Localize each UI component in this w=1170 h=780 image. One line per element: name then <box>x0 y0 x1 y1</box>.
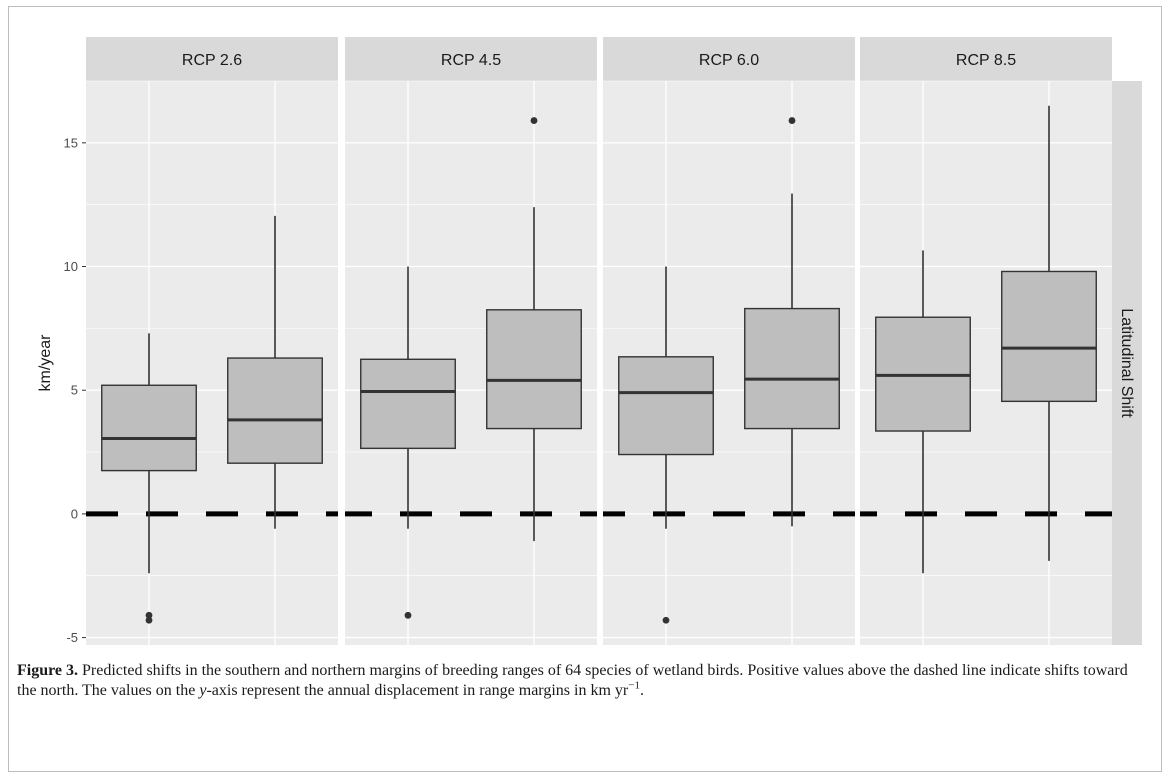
x-tick-label: Southern margin <box>101 653 197 655</box>
y-tick-label: 10 <box>64 259 78 274</box>
box-iqr <box>486 309 582 430</box>
row-strip <box>1112 81 1142 645</box>
figure-caption: Figure 3. Predicted shifts in the southe… <box>17 661 1147 701</box>
facet-strip-label: RCP 6.0 <box>699 52 759 69</box>
x-tick-label: Northern margin <box>487 653 581 655</box>
box-iqr <box>360 358 456 450</box>
facet-strip <box>345 37 597 81</box>
outlier-point <box>662 616 670 624</box>
y-tick-label: -5 <box>66 630 78 645</box>
outlier-point <box>788 117 796 124</box>
outlier-point <box>530 117 538 124</box>
y-tick-label: 5 <box>71 383 78 398</box>
box-iqr <box>744 307 840 430</box>
caption-text: Predicted shifts in the southern and nor… <box>17 662 1128 699</box>
caption-y-axis-word: y <box>199 682 207 699</box>
facet-strip-label: RCP 2.6 <box>182 52 242 69</box>
outlier-point <box>145 616 153 624</box>
x-tick-label: Northern margin <box>745 653 839 655</box>
facet-strip <box>603 37 855 81</box>
caption-unit-superscript: −1 <box>628 679 640 692</box>
facet-strip-label: RCP 4.5 <box>441 52 501 69</box>
facet-strip <box>86 37 338 81</box>
box-iqr <box>227 357 323 464</box>
caption-text-after-y: -axis represent the annual displacement … <box>206 682 629 699</box>
boxplot-chart: RCP 2.6 Southern margin Northern margin RCP… <box>37 37 1142 655</box>
x-tick-label: Southern margin <box>618 653 714 655</box>
outlier-point <box>145 611 153 619</box>
caption-label: Figure 3. <box>17 662 79 679</box>
facet-strip-label: RCP 8.5 <box>956 52 1016 69</box>
y-tick-label: 0 <box>71 506 78 521</box>
caption-end: . <box>639 682 644 699</box>
x-tick-label: Northern margin <box>1002 653 1096 655</box>
box-iqr <box>1001 270 1097 403</box>
outlier-point <box>404 611 412 619</box>
facet-strip <box>860 37 1112 81</box>
box-iqr <box>618 356 714 456</box>
y-tick-label: 15 <box>64 135 78 150</box>
x-tick-label: Northern margin <box>228 653 322 655</box>
x-tick-label: Southern margin <box>875 653 971 655</box>
box-iqr <box>101 384 197 472</box>
x-tick-label: Southern margin <box>360 653 456 655</box>
row-strip-label: Latitudinal Shift <box>1118 308 1135 418</box>
y-axis-title: km/year <box>37 334 54 392</box>
